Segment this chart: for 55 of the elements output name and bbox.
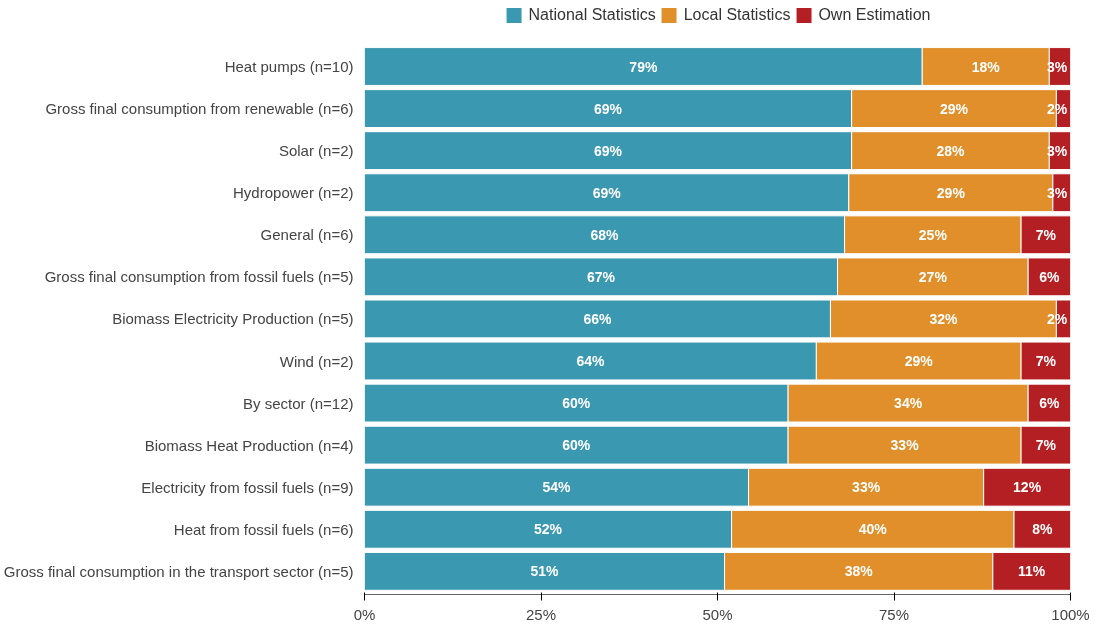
- x-tick-label: 100%: [1051, 605, 1090, 623]
- legend-label: Own Estimation: [818, 6, 931, 24]
- x-tick-label: 75%: [878, 605, 910, 623]
- data-label: 12%: [1013, 479, 1042, 496]
- data-label: 69%: [594, 142, 623, 159]
- y-tick-label: Electricity from fossil fuels (n=9): [141, 478, 354, 496]
- data-label: 40%: [858, 521, 888, 538]
- y-tick-label: Gross final consumption from fossil fuels (n=5): [44, 268, 354, 286]
- data-label: 29%: [904, 353, 934, 369]
- data-label: 79%: [629, 58, 658, 75]
- data-label: 29%: [936, 184, 966, 201]
- data-label: 7%: [1035, 353, 1057, 369]
- data-label: 6%: [1039, 395, 1060, 412]
- data-label: 11%: [1018, 563, 1046, 580]
- data-label: 28%: [936, 142, 966, 159]
- legend-label: National Statistics: [528, 6, 656, 24]
- x-tick-label: 50%: [702, 605, 733, 623]
- data-label: 7%: [1035, 437, 1057, 454]
- y-tick-label: Hydropower (n=2): [233, 184, 354, 202]
- data-label: 18%: [971, 58, 1001, 75]
- y-tick-label: Gross final consumption in the transport sector (n=5): [3, 562, 354, 580]
- x-tick-label: 0%: [353, 605, 376, 623]
- data-label: 33%: [852, 479, 881, 496]
- y-tick-label: Biomass Heat Production (n=4): [144, 436, 354, 454]
- y-tick-label: Solar (n=2): [278, 142, 354, 160]
- legend-label: Local Statistics: [683, 6, 791, 24]
- data-label: 25%: [918, 226, 948, 243]
- data-label: 66%: [583, 310, 613, 327]
- data-label: 69%: [592, 184, 622, 201]
- y-tick-label: General (n=6): [260, 226, 354, 244]
- data-label: 60%: [562, 395, 591, 412]
- data-label: 54%: [542, 479, 572, 496]
- y-tick-label: Heat from fossil fuels (n=6): [173, 520, 354, 538]
- data-label: 29%: [940, 100, 969, 117]
- data-label: 60%: [562, 437, 591, 454]
- data-label: 27%: [918, 268, 948, 285]
- y-tick-label: Wind (n=2): [279, 352, 354, 370]
- y-tick-label: Heat pumps (n=10): [224, 58, 354, 75]
- data-label: 38%: [844, 563, 874, 580]
- data-label: 6%: [1039, 268, 1060, 285]
- data-label: 64%: [576, 353, 605, 369]
- data-label: 69%: [594, 100, 623, 117]
- data-label: 33%: [890, 437, 920, 454]
- data-label: 67%: [587, 268, 616, 285]
- data-label: 51%: [530, 563, 560, 580]
- data-label: 52%: [534, 521, 563, 538]
- data-label: 32%: [929, 310, 958, 327]
- data-label: 68%: [590, 226, 620, 243]
- data-label: 7%: [1035, 226, 1057, 243]
- x-tick-label: 25%: [525, 605, 557, 623]
- y-tick-label: Gross final consumption from renewable (n=6): [45, 100, 354, 118]
- y-tick-label: Biomass Electricity Production (n=5): [112, 310, 354, 328]
- data-label: 8%: [1032, 521, 1053, 538]
- y-tick-label: By sector (n=12): [243, 394, 354, 412]
- data-label: 34%: [894, 395, 923, 412]
